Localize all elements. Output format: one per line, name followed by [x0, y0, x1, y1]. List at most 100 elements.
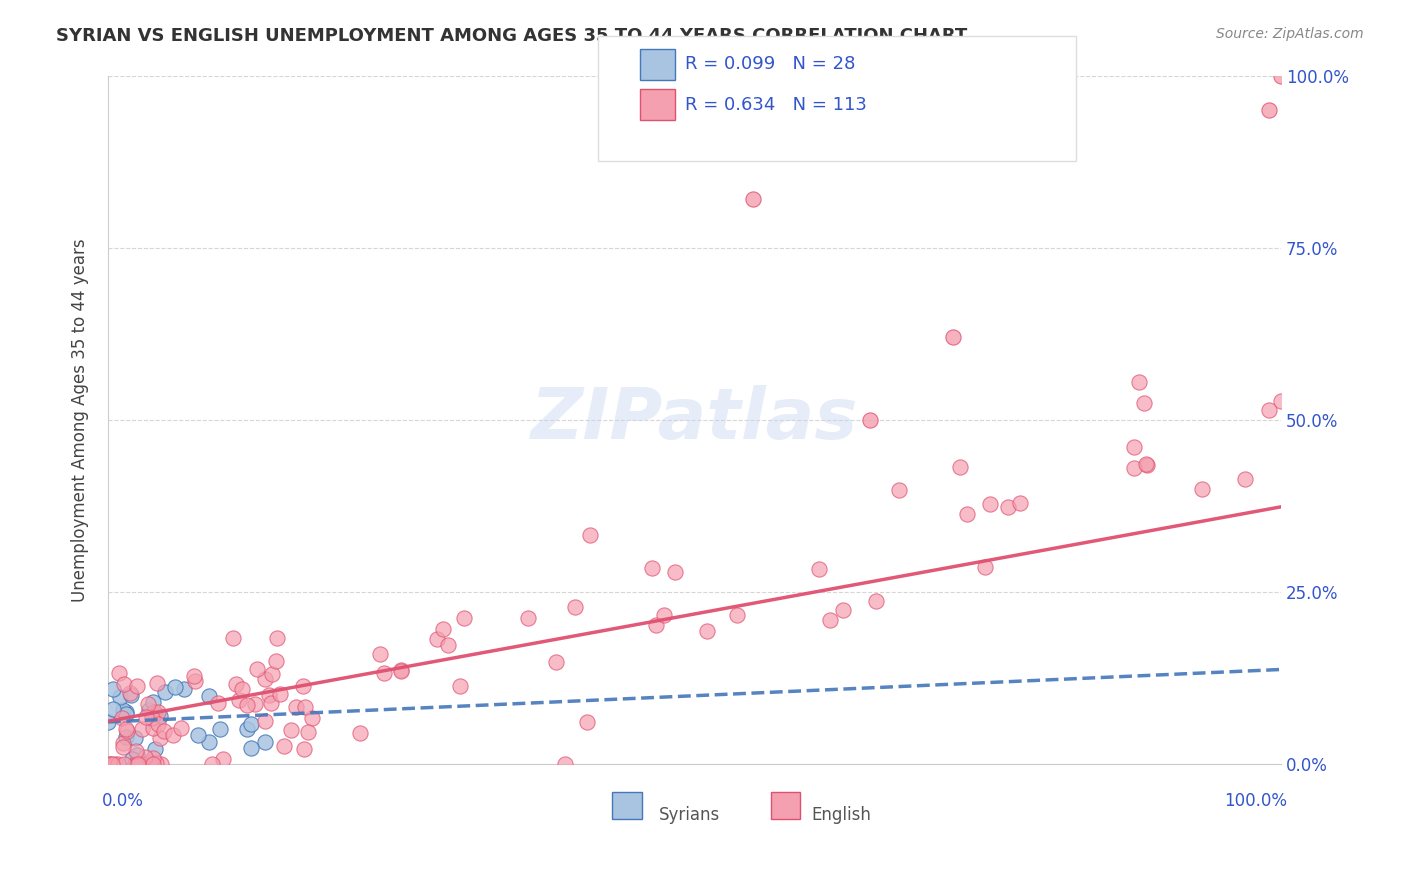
- Point: [104, 757, 127, 772]
- Point: [142, 721, 165, 735]
- Point: [1258, 103, 1281, 117]
- Text: Syrians: Syrians: [659, 805, 720, 823]
- Point: [253, 672, 276, 686]
- Point: [148, 717, 170, 731]
- Point: [142, 705, 165, 719]
- Point: [114, 706, 136, 721]
- Point: [370, 647, 392, 661]
- Text: R = 0.634   N = 113: R = 0.634 N = 113: [685, 96, 866, 114]
- Point: [297, 724, 319, 739]
- Point: [173, 681, 195, 696]
- Point: [222, 631, 245, 645]
- Point: [98, 757, 121, 772]
- Point: [517, 610, 540, 624]
- Point: [725, 607, 748, 622]
- Point: [143, 742, 166, 756]
- Point: [231, 682, 253, 697]
- Point: [138, 703, 160, 717]
- Point: [112, 757, 135, 772]
- Point: [564, 599, 586, 614]
- Point: [280, 723, 302, 737]
- Point: [641, 561, 664, 575]
- Point: [149, 709, 172, 723]
- Point: [142, 695, 165, 709]
- Point: [127, 748, 149, 763]
- Point: [246, 662, 269, 676]
- Point: [1128, 376, 1150, 390]
- Point: [1135, 457, 1157, 471]
- Point: [546, 655, 568, 669]
- Point: [389, 664, 412, 678]
- Point: [742, 193, 765, 207]
- Point: [197, 689, 219, 703]
- Point: [576, 715, 599, 730]
- Point: [818, 613, 841, 627]
- Point: [101, 757, 124, 772]
- Point: [654, 607, 676, 622]
- Point: [117, 723, 139, 738]
- Point: [808, 562, 831, 576]
- Point: [664, 565, 686, 579]
- Point: [1136, 458, 1159, 472]
- Point: [373, 665, 395, 680]
- Point: [236, 723, 259, 737]
- Text: ZIPatlas: ZIPatlas: [531, 385, 858, 454]
- Point: [170, 721, 193, 735]
- Point: [426, 632, 449, 646]
- Text: 100.0%: 100.0%: [1223, 792, 1286, 810]
- Point: [887, 483, 910, 497]
- Point: [832, 603, 855, 617]
- Point: [108, 666, 131, 681]
- Point: [124, 757, 146, 772]
- Point: [120, 686, 142, 700]
- Point: [120, 688, 142, 702]
- Point: [115, 705, 138, 719]
- Point: [145, 709, 167, 723]
- Point: [162, 728, 184, 742]
- Point: [111, 703, 134, 717]
- Point: [859, 413, 882, 427]
- Point: [127, 757, 149, 772]
- Point: [184, 673, 207, 688]
- Point: [266, 631, 288, 645]
- Point: [253, 714, 276, 729]
- Point: [1258, 403, 1281, 417]
- Bar: [613, 792, 641, 820]
- Point: [136, 698, 159, 712]
- Point: [112, 740, 135, 755]
- Point: [152, 724, 174, 739]
- Point: [349, 725, 371, 739]
- Point: [243, 697, 266, 711]
- Point: [284, 700, 307, 714]
- Point: [301, 711, 323, 725]
- Point: [292, 741, 315, 756]
- Point: [101, 681, 124, 696]
- Point: [554, 757, 576, 772]
- Point: [111, 711, 134, 725]
- Text: R = 0.099   N = 28: R = 0.099 N = 28: [685, 55, 855, 73]
- Point: [273, 739, 295, 754]
- Point: [579, 528, 602, 542]
- Point: [129, 757, 152, 772]
- Point: [253, 734, 276, 748]
- Point: [453, 611, 475, 625]
- Point: [139, 757, 162, 772]
- Point: [955, 507, 977, 521]
- Text: 0.0%: 0.0%: [103, 792, 143, 810]
- Point: [1191, 482, 1213, 496]
- Point: [134, 750, 156, 764]
- Point: [124, 731, 146, 745]
- Point: [1123, 440, 1146, 454]
- Point: [696, 624, 718, 638]
- Point: [997, 500, 1019, 515]
- Point: [1133, 396, 1156, 410]
- Point: [112, 677, 135, 691]
- Point: [211, 752, 233, 766]
- Point: [1233, 472, 1256, 486]
- Point: [239, 741, 262, 756]
- Point: [257, 689, 280, 703]
- Point: [103, 702, 125, 716]
- Point: [145, 756, 167, 771]
- Point: [127, 757, 149, 772]
- Point: [1008, 496, 1031, 510]
